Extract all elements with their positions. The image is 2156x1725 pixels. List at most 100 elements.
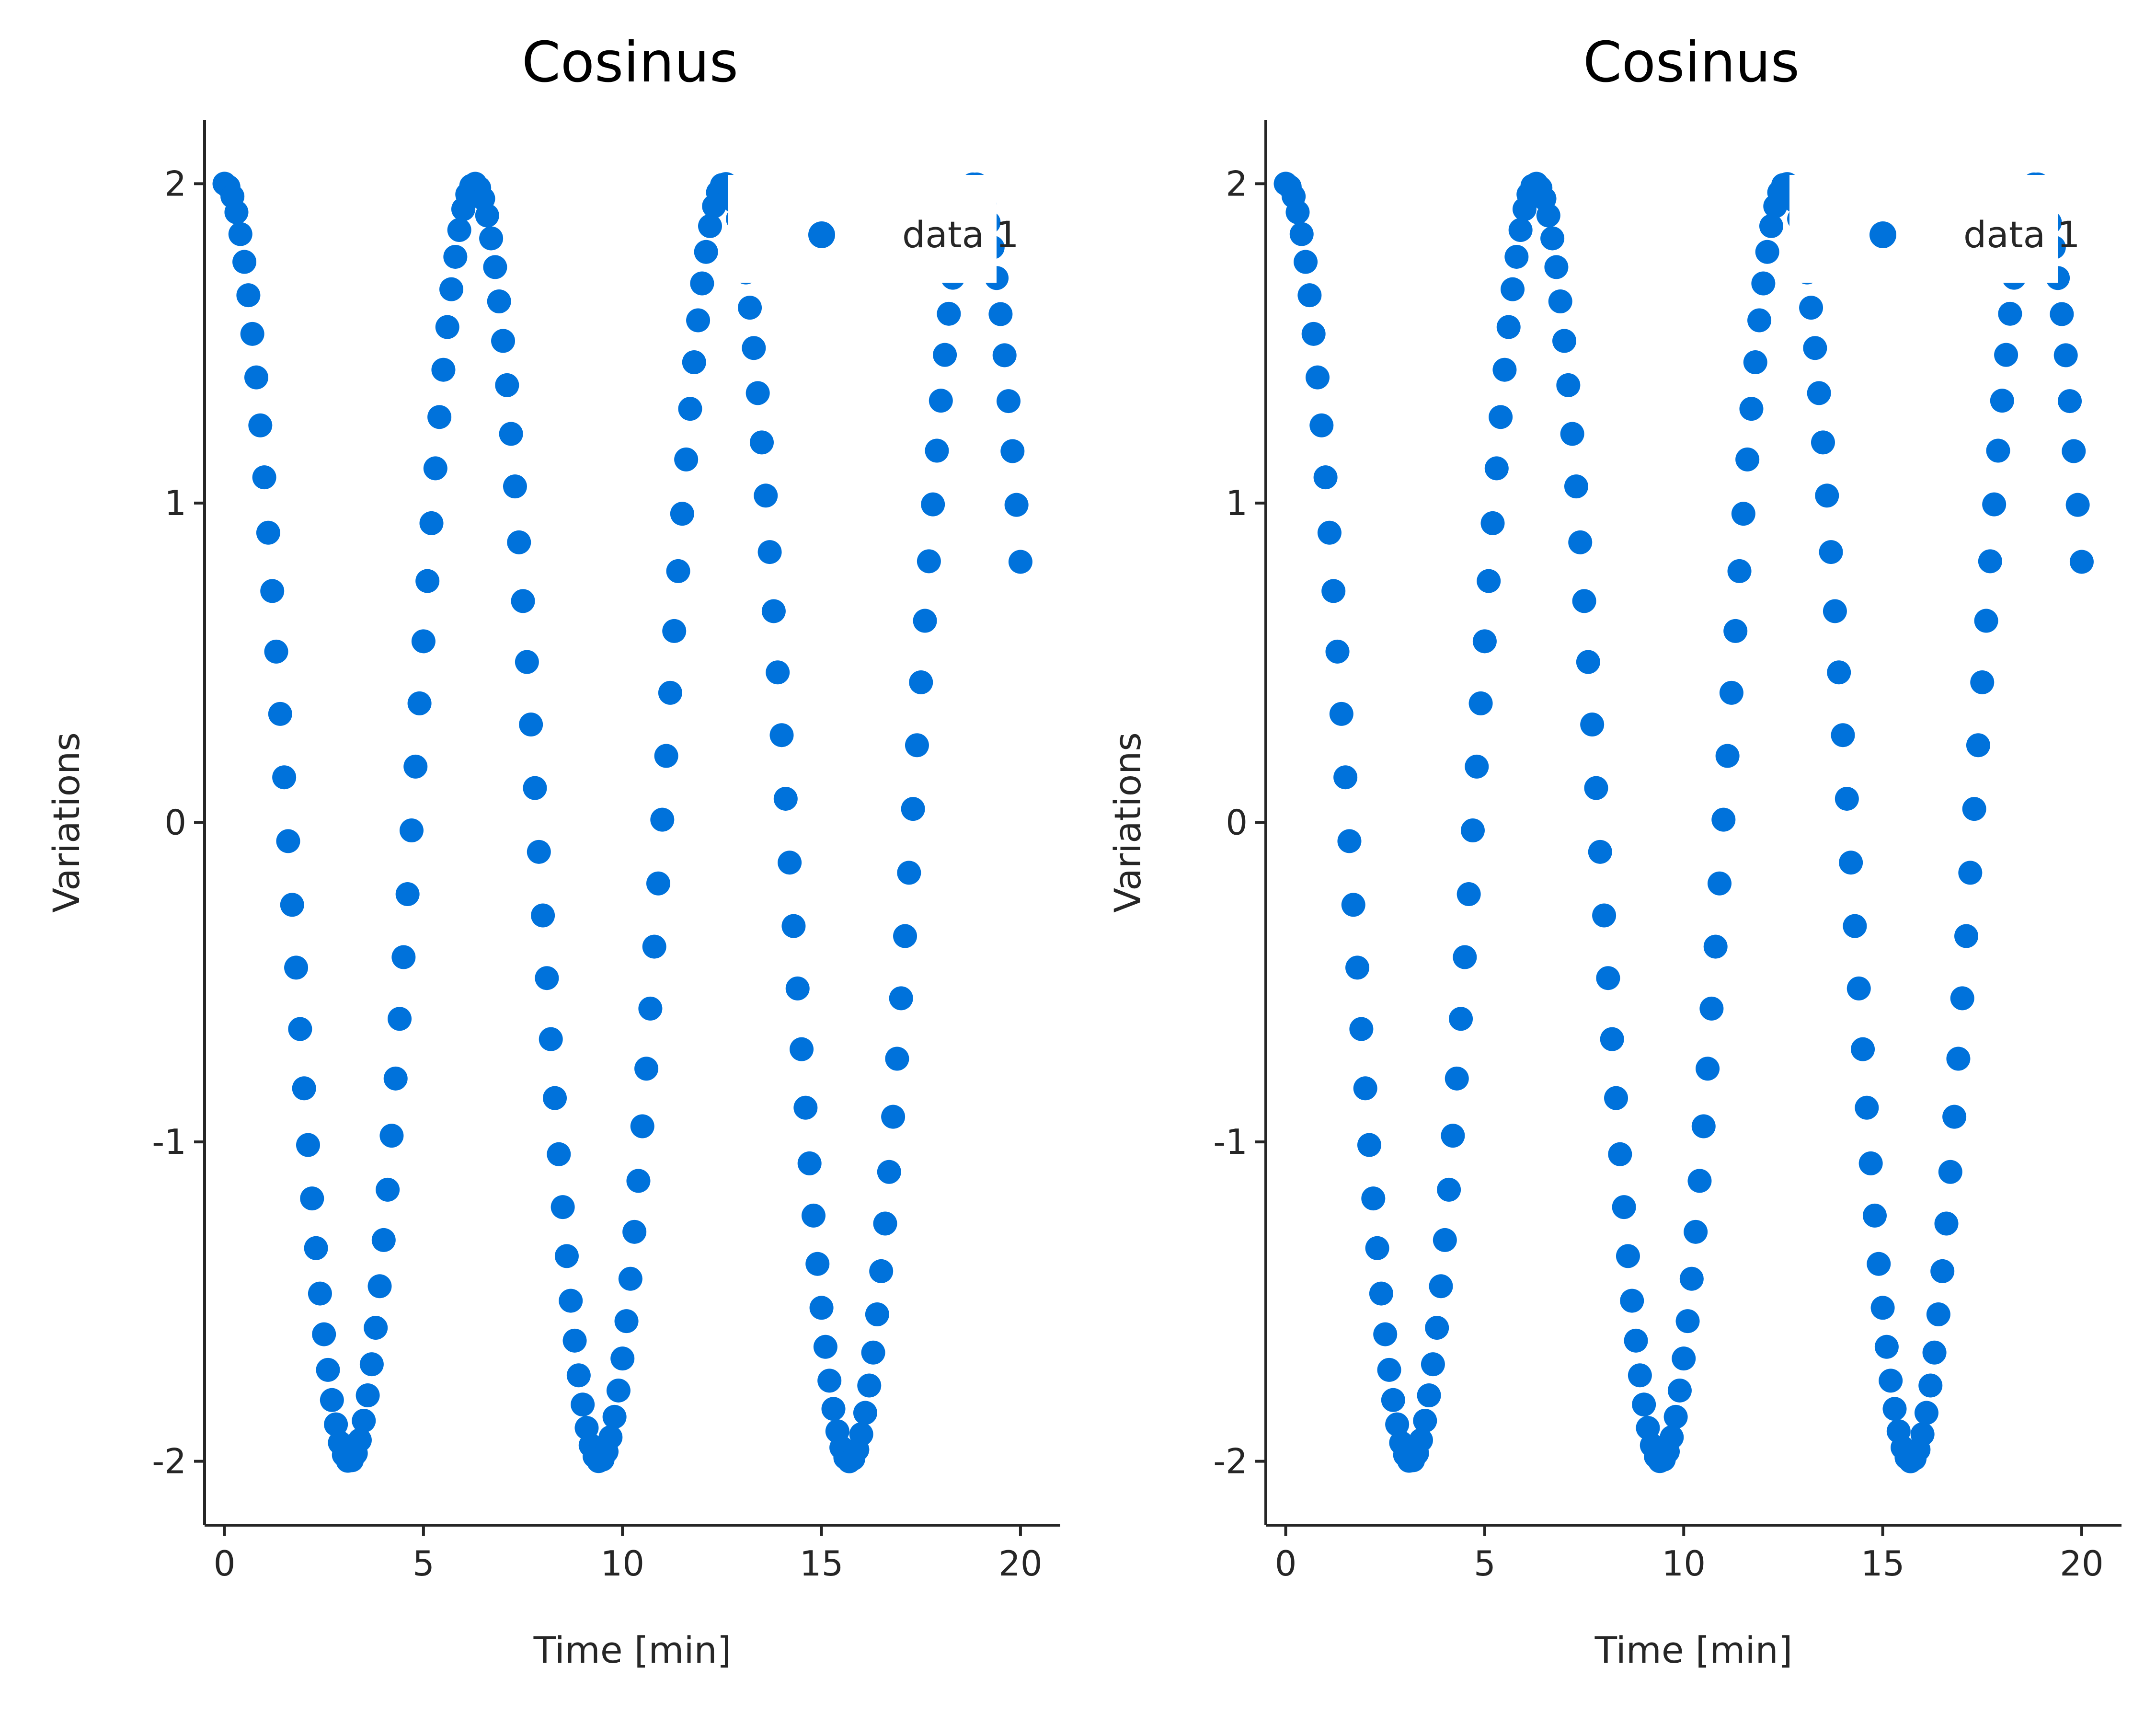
x-tick-label: 15 bbox=[1861, 1543, 1905, 1584]
data-point bbox=[479, 226, 504, 251]
data-point bbox=[630, 1114, 654, 1138]
data-point bbox=[929, 389, 953, 413]
data-point bbox=[2069, 550, 2094, 574]
y-axis-label: Variations bbox=[1106, 732, 1149, 913]
data-point bbox=[873, 1211, 897, 1236]
legend-label: data 1 bbox=[1963, 213, 2080, 256]
data-point bbox=[391, 945, 416, 969]
data-point bbox=[992, 343, 1017, 368]
data-point bbox=[778, 851, 802, 875]
data-point bbox=[801, 1203, 826, 1228]
data-point bbox=[1684, 1219, 1708, 1244]
data-point bbox=[793, 1095, 818, 1120]
legend-box bbox=[1789, 175, 2058, 283]
data-point bbox=[1803, 336, 1827, 360]
data-point bbox=[1703, 934, 1728, 959]
data-point bbox=[805, 1252, 830, 1276]
legend-marker bbox=[808, 221, 835, 248]
data-point bbox=[431, 357, 456, 382]
data-point bbox=[742, 336, 766, 360]
data-point bbox=[1882, 1397, 1907, 1421]
data-point bbox=[1751, 271, 1776, 296]
data-point bbox=[1285, 200, 1310, 224]
data-point bbox=[1413, 1408, 1437, 1433]
data-point bbox=[1966, 733, 1990, 758]
data-point bbox=[515, 650, 539, 674]
data-point bbox=[1946, 1046, 1971, 1071]
data-point bbox=[988, 302, 1013, 326]
data-point bbox=[638, 996, 663, 1021]
data-point bbox=[658, 680, 682, 705]
data-point bbox=[1345, 955, 1370, 980]
data-point bbox=[1867, 1252, 1891, 1276]
data-point bbox=[1660, 1425, 1684, 1449]
data-point bbox=[662, 619, 687, 643]
data-point bbox=[1600, 1027, 1624, 1051]
data-point bbox=[797, 1151, 822, 1175]
data-point bbox=[324, 1412, 348, 1437]
data-point bbox=[1441, 1124, 1465, 1148]
data-point bbox=[1445, 1066, 1469, 1091]
data-point bbox=[1008, 550, 1032, 574]
data-point bbox=[1377, 1357, 1401, 1382]
data-point bbox=[1313, 465, 1338, 490]
data-point bbox=[543, 1086, 567, 1110]
data-point bbox=[531, 903, 555, 928]
data-point bbox=[937, 301, 961, 326]
data-point bbox=[618, 1266, 642, 1291]
data-point bbox=[925, 438, 949, 463]
data-point bbox=[1950, 986, 1974, 1011]
data-point bbox=[865, 1302, 889, 1326]
data-point bbox=[566, 1363, 591, 1388]
data-point bbox=[1357, 1133, 1381, 1157]
data-point bbox=[694, 240, 718, 264]
series-data-1 bbox=[1273, 172, 2094, 1473]
data-point bbox=[1480, 511, 1505, 535]
data-point bbox=[1827, 660, 1851, 685]
data-point bbox=[650, 807, 675, 832]
data-point bbox=[388, 1007, 412, 1031]
data-point bbox=[1982, 492, 2007, 517]
data-point bbox=[2062, 439, 2086, 463]
data-point bbox=[745, 381, 770, 405]
data-point bbox=[2053, 343, 2078, 368]
data-point bbox=[284, 955, 309, 980]
data-point bbox=[1819, 540, 1843, 564]
data-point bbox=[889, 986, 913, 1011]
data-point bbox=[686, 308, 711, 333]
data-point bbox=[781, 914, 806, 938]
data-point bbox=[809, 1296, 834, 1320]
data-point bbox=[785, 976, 810, 1000]
data-point bbox=[292, 1076, 316, 1101]
data-point bbox=[674, 447, 699, 472]
data-point bbox=[1970, 670, 1995, 694]
data-point bbox=[766, 660, 790, 685]
data-point bbox=[304, 1236, 328, 1260]
data-point bbox=[232, 250, 257, 274]
data-point bbox=[547, 1142, 571, 1166]
y-tick-label: 1 bbox=[1226, 483, 1248, 523]
data-point bbox=[642, 934, 666, 959]
data-point bbox=[881, 1104, 906, 1129]
data-point bbox=[427, 405, 452, 429]
data-point bbox=[754, 483, 778, 508]
data-point bbox=[1978, 549, 2002, 574]
data-point bbox=[893, 924, 917, 948]
data-point bbox=[1552, 329, 1577, 353]
data-point bbox=[435, 315, 459, 339]
data-point bbox=[1699, 996, 1724, 1021]
legend-marker bbox=[1869, 221, 1896, 248]
data-point bbox=[666, 559, 690, 583]
series-data-1 bbox=[212, 172, 1032, 1473]
data-point bbox=[1723, 619, 1748, 643]
data-point bbox=[1465, 754, 1489, 779]
data-point bbox=[268, 702, 292, 726]
data-point bbox=[634, 1057, 659, 1081]
data-point bbox=[224, 200, 249, 224]
data-point bbox=[379, 1124, 404, 1148]
data-point bbox=[1556, 373, 1581, 397]
data-point bbox=[240, 322, 264, 346]
data-point bbox=[1839, 851, 1863, 875]
data-point bbox=[527, 840, 551, 864]
